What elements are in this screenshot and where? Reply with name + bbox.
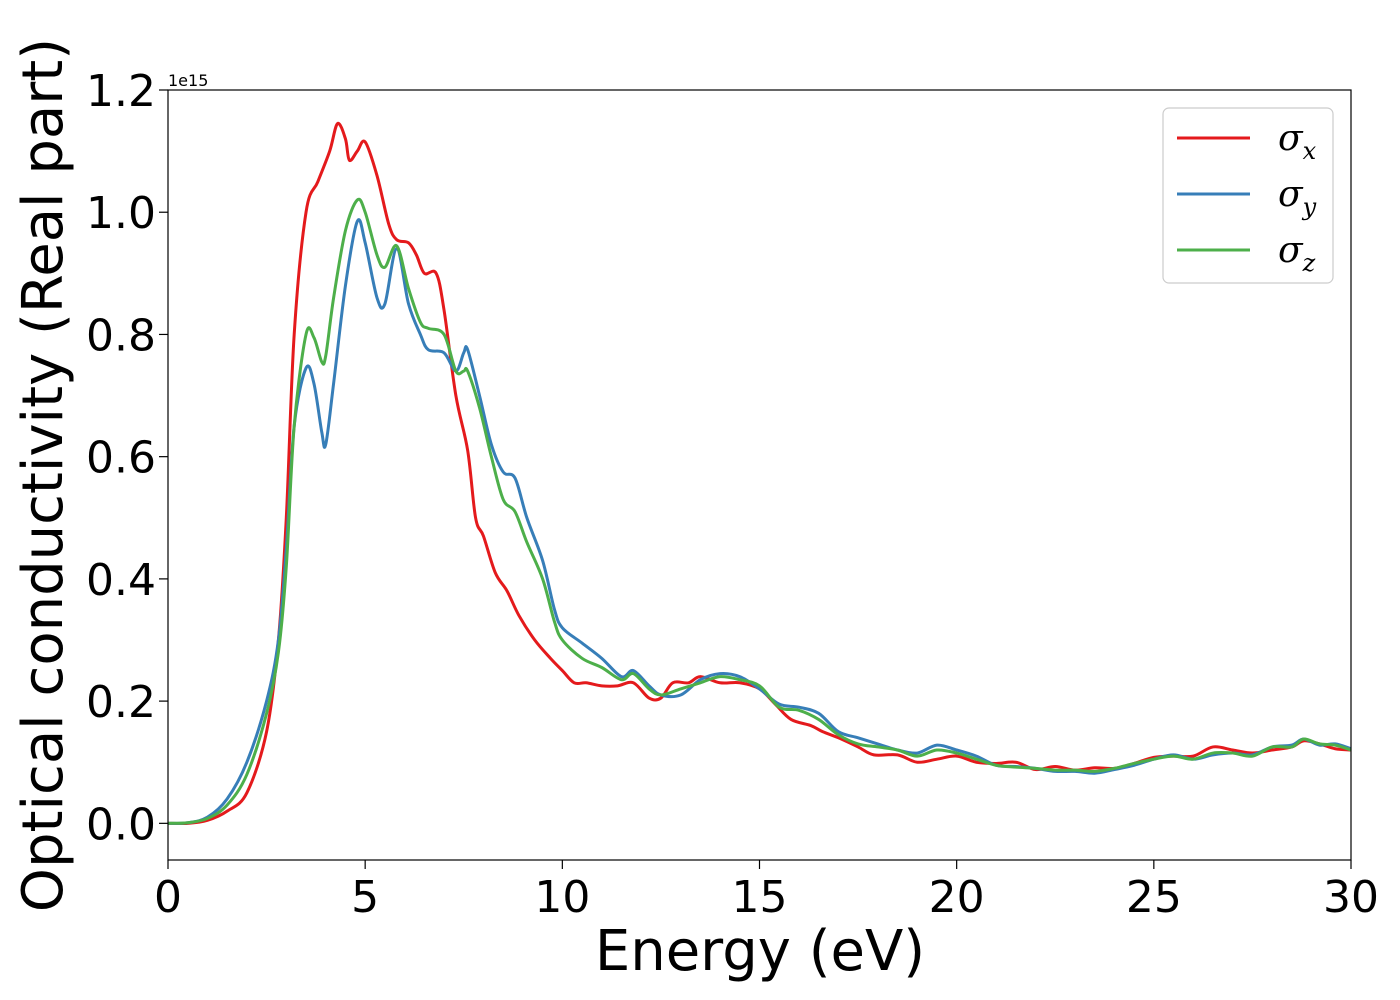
x-axis-label: Energy (eV) xyxy=(595,919,925,984)
legend-label-y: σy xyxy=(1278,174,1317,221)
legend: σx σy σz xyxy=(1162,107,1334,284)
x-tick-label: 30 xyxy=(1323,872,1379,923)
y-tick-label: 0.4 xyxy=(86,555,156,606)
legend-label-x: σx xyxy=(1278,118,1317,165)
legend-label-z: σz xyxy=(1278,230,1316,277)
y-axis-label: Optical conductivity (Real part) xyxy=(11,38,76,912)
y-offset-text: 1e15 xyxy=(168,71,208,90)
series-line-z xyxy=(168,197,1351,825)
x-tick-label: 20 xyxy=(929,872,985,923)
x-tick-label: 25 xyxy=(1126,872,1182,923)
series-line-y xyxy=(168,218,1351,825)
axes-layer: 0 5 10 15 20 25 30 0.0 0.2 0.4 0.6 0.8 1.0 1.2 xyxy=(86,66,1379,923)
y-tick-label: 1.2 xyxy=(86,66,156,117)
x-tick-label: 10 xyxy=(534,872,590,923)
x-tick-label: 0 xyxy=(154,872,182,923)
y-tick-label: 0.0 xyxy=(86,799,156,850)
y-tick-label: 1.0 xyxy=(86,188,156,239)
x-tick-label: 15 xyxy=(732,872,788,923)
series-line-x xyxy=(168,121,1351,826)
y-tick-label: 0.2 xyxy=(86,677,156,728)
x-tick-label: 5 xyxy=(351,872,379,923)
series-layer xyxy=(168,121,1351,826)
y-tick-label: 0.6 xyxy=(86,433,156,484)
y-tick-label: 0.8 xyxy=(86,310,156,361)
